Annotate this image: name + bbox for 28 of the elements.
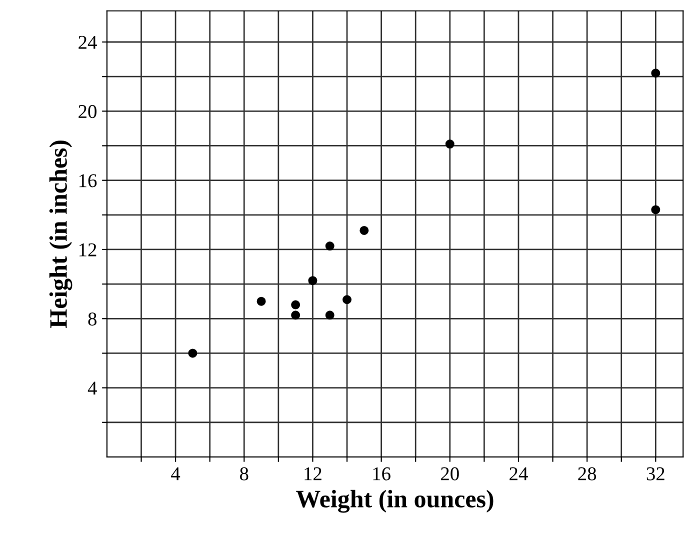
x-axis-title: Weight (in ounces) [296,490,494,513]
point [188,348,198,358]
point [325,242,334,251]
y-tick-label: 20 [78,104,96,118]
point [256,296,266,306]
x-tick-label: 8 [240,467,248,480]
x-tick-label: 4 [171,467,180,480]
y-tick-label: 4 [88,382,97,395]
x-tick-label: 20 [441,467,459,480]
point [651,68,660,78]
point [360,226,369,235]
x-tick-label: 12 [304,467,322,480]
y-tick-label: 16 [79,174,97,188]
y-tick-label: 12 [79,243,96,256]
y-axis-title: Height (in inches) [49,140,72,328]
x-tick-label: 32 [646,467,664,480]
point [291,300,300,310]
x-tick-label: 16 [373,467,390,480]
point [291,310,300,320]
y-tick-label: 24 [78,36,97,49]
point [445,140,454,149]
y-tick-label: 8 [88,312,96,326]
x-tick-label: 28 [578,467,596,480]
point [651,205,660,214]
point [308,276,318,286]
point [325,310,334,320]
point [342,295,352,304]
x-tick-label: 24 [510,467,528,480]
